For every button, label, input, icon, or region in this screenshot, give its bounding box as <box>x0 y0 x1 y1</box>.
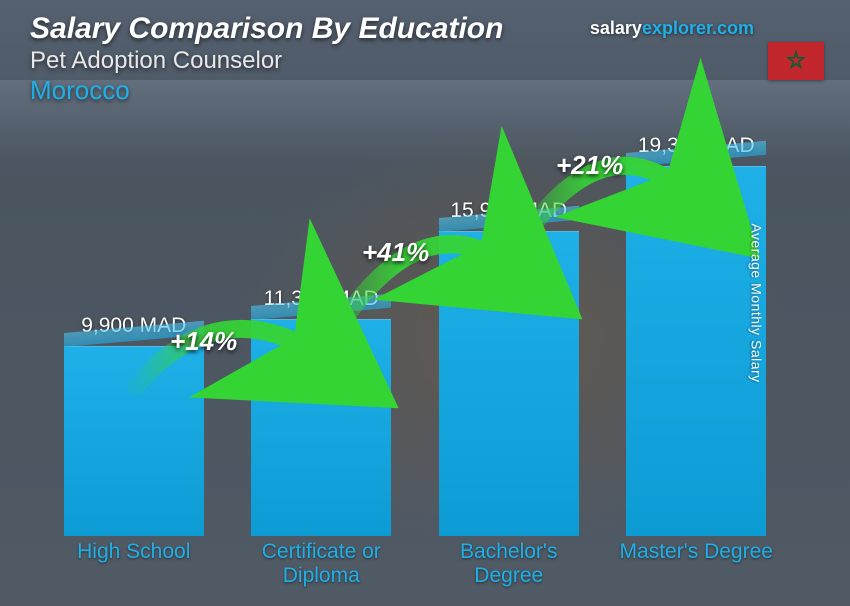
flag-icon <box>768 42 824 80</box>
category-labels: High School Certificate or Diploma Bachelo… <box>40 540 790 588</box>
brand-part1: salary <box>590 18 642 38</box>
brand-part2: explorer <box>642 18 712 38</box>
increase-label: +41% <box>362 237 429 268</box>
brand-part3: .com <box>712 18 754 38</box>
bar <box>626 166 766 536</box>
increase-label: +14% <box>170 326 237 357</box>
category-label: Bachelor's Degree <box>429 540 589 588</box>
bar <box>439 231 579 536</box>
main-title: Salary Comparison By Education <box>30 12 503 45</box>
category-label: Certificate or Diploma <box>241 540 401 588</box>
increase-label: +21% <box>556 150 623 181</box>
bar-chart: 9,900 MAD11,300 MAD15,900 MAD19,300 MAD … <box>40 68 790 588</box>
bar-group: 15,900 MAD <box>429 199 589 536</box>
star-icon <box>785 50 807 72</box>
header: Salary Comparison By Education Pet Adopt… <box>30 12 503 106</box>
bar <box>251 319 391 536</box>
bar <box>64 346 204 536</box>
category-label: Master's Degree <box>616 540 776 588</box>
bars-container: 9,900 MAD11,300 MAD15,900 MAD19,300 MAD <box>40 96 790 536</box>
subtitle: Pet Adoption Counselor <box>30 47 503 75</box>
category-label: High School <box>54 540 214 588</box>
country-name: Morocco <box>30 75 503 106</box>
brand-logo: salaryexplorer.com <box>590 18 754 39</box>
bar-group: 11,300 MAD <box>241 287 401 536</box>
y-axis-label: Average Monthly Salary <box>748 223 764 382</box>
